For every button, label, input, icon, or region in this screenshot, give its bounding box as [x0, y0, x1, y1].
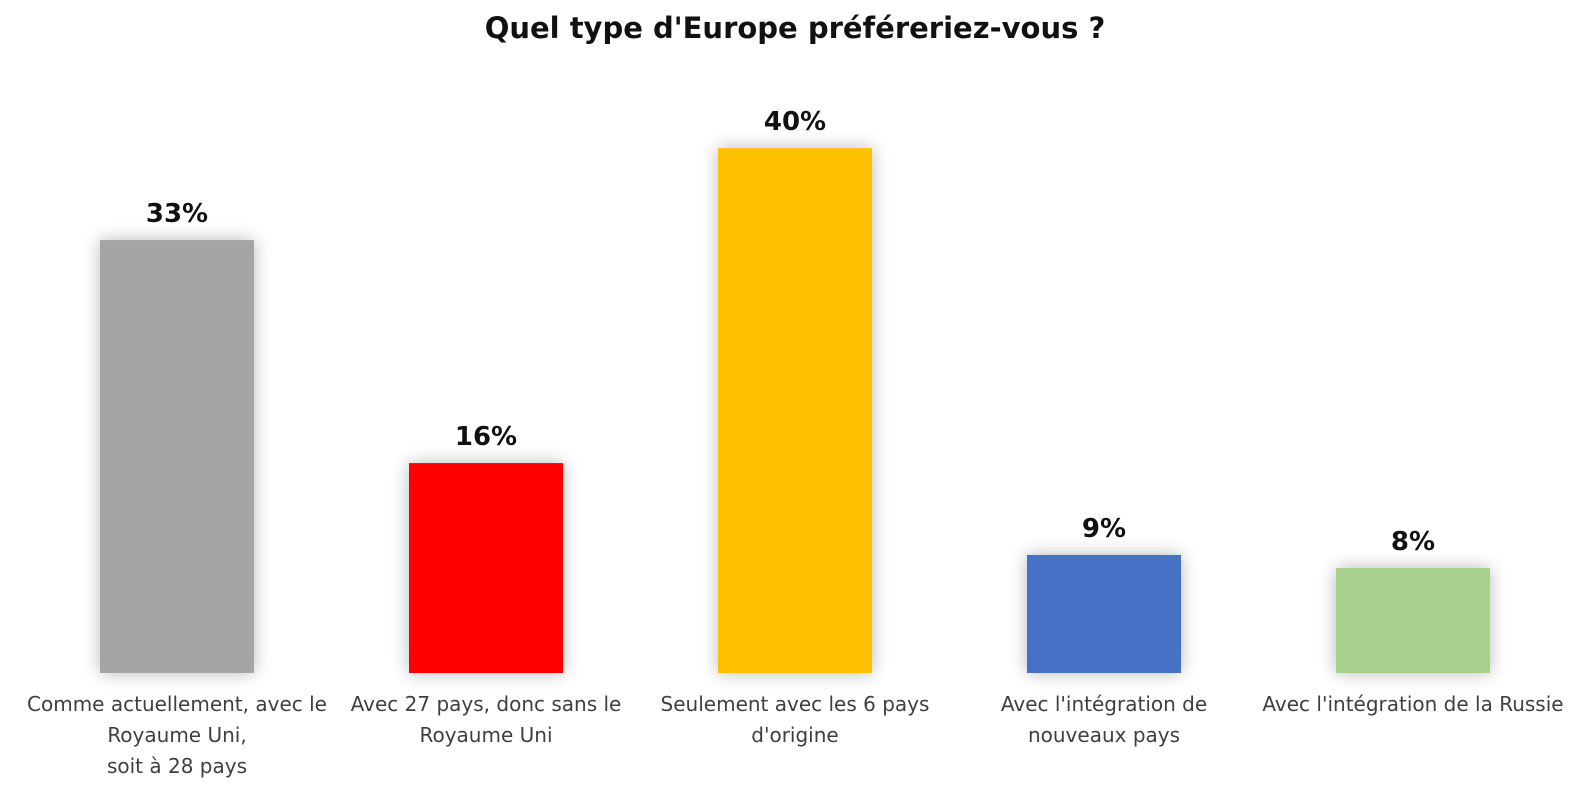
bar-2 — [409, 463, 563, 673]
bar-5 — [1336, 568, 1490, 673]
bar-4 — [1027, 554, 1181, 673]
category-label-line: Avec 27 pays, donc sans le — [351, 692, 622, 716]
data-label-2: 16% — [455, 422, 517, 452]
category-label-line: Royaume Uni — [419, 723, 552, 747]
bars-layer — [100, 148, 1490, 674]
category-label-line: nouveaux pays — [1028, 723, 1180, 747]
category-label-1: Comme actuellement, avec le Royaume Uni, s… — [27, 692, 327, 778]
data-label-4: 9% — [1082, 514, 1126, 544]
category-label-4: Avec l'intégration de nouveaux pays — [1001, 692, 1207, 747]
data-label-5: 8% — [1391, 527, 1435, 557]
category-label-line: Royaume Uni, — [107, 723, 246, 747]
category-label-line: Comme actuellement, avec le — [27, 692, 327, 716]
category-labels-layer: Comme actuellement, avec le Royaume Uni, s… — [27, 692, 1564, 778]
category-label-line: d'origine — [751, 723, 838, 747]
category-label-line: Avec l'intégration de — [1001, 692, 1207, 716]
bar-3 — [718, 148, 872, 673]
data-label-3: 40% — [764, 107, 826, 137]
category-label-line: Avec l'intégration de la Russie — [1262, 692, 1563, 716]
bar-1 — [100, 240, 254, 674]
data-labels-layer: 33% 16% 40% 9% 8% — [146, 107, 1435, 557]
category-label-line: Seulement avec les 6 pays — [661, 692, 930, 716]
category-label-line: soit à 28 pays — [107, 754, 247, 778]
category-label-5: Avec l'intégration de la Russie — [1262, 692, 1563, 716]
chart-title: Quel type d'Europe préféreriez-vous ? — [485, 11, 1106, 45]
data-label-1: 33% — [146, 199, 208, 229]
category-label-3: Seulement avec les 6 pays d'origine — [661, 692, 930, 747]
category-label-2: Avec 27 pays, donc sans le Royaume Uni — [351, 692, 622, 747]
